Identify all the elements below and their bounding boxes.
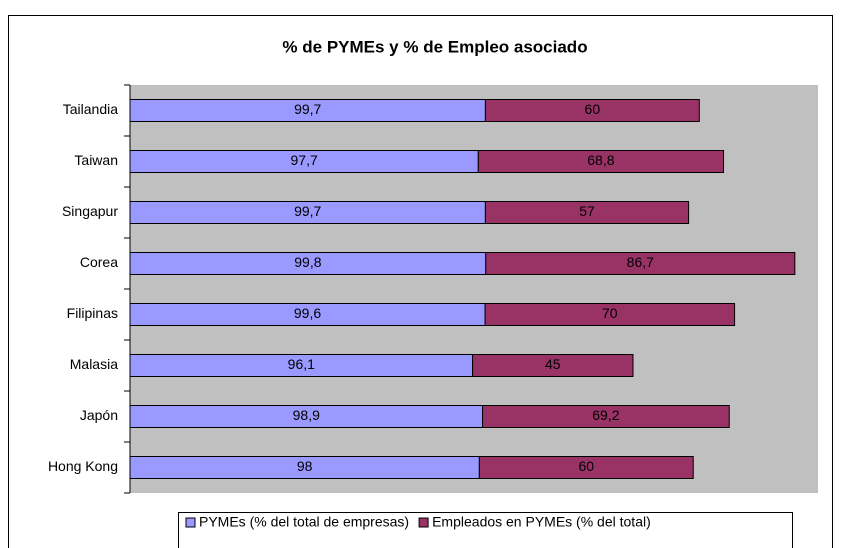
y-tick-label: Hong Kong xyxy=(48,458,118,474)
data-label: 70 xyxy=(602,305,618,321)
plot-area xyxy=(130,85,818,493)
bar-segment xyxy=(472,354,634,377)
y-tick-label: Singapur xyxy=(62,203,118,219)
data-label: 98,9 xyxy=(293,407,320,423)
y-tick-label: Corea xyxy=(80,254,118,270)
data-label: 98 xyxy=(297,458,313,474)
data-label: 96,1 xyxy=(288,356,315,372)
bar-segment xyxy=(482,405,730,428)
y-tick-label: Tailandia xyxy=(63,101,118,117)
data-label: 60 xyxy=(585,101,601,117)
bar-segment xyxy=(484,201,690,224)
data-label: 60 xyxy=(579,458,595,474)
data-label: 99,7 xyxy=(294,203,321,219)
legend-label: PYMEs (% del total de empresas) xyxy=(199,514,409,530)
legend-box xyxy=(178,512,793,548)
bar-segment xyxy=(477,150,725,173)
data-label: 99,8 xyxy=(294,254,321,270)
y-tick-label: Taiwan xyxy=(74,152,118,168)
data-label: 86,7 xyxy=(627,254,654,270)
legend-swatch xyxy=(185,517,196,528)
bar-segment xyxy=(485,252,796,275)
data-label: 57 xyxy=(579,203,595,219)
data-label: 99,6 xyxy=(294,305,321,321)
data-label: 69,2 xyxy=(592,407,619,423)
legend-swatch xyxy=(418,517,429,528)
y-tick-label: Malasia xyxy=(70,356,118,372)
data-label: 68,8 xyxy=(587,152,614,168)
data-label: 45 xyxy=(545,356,561,372)
bar-segment xyxy=(478,456,694,479)
bar-segment xyxy=(484,303,736,326)
bar-segment xyxy=(484,99,700,122)
y-tick-label: Filipinas xyxy=(67,305,118,321)
y-tick-label: Japón xyxy=(80,407,118,423)
data-label: 99,7 xyxy=(294,101,321,117)
legend-label: Empleados en PYMEs (% del total) xyxy=(432,514,651,530)
data-label: 97,7 xyxy=(291,152,318,168)
chart-title: % de PYMEs y % de Empleo asociado xyxy=(282,37,587,56)
